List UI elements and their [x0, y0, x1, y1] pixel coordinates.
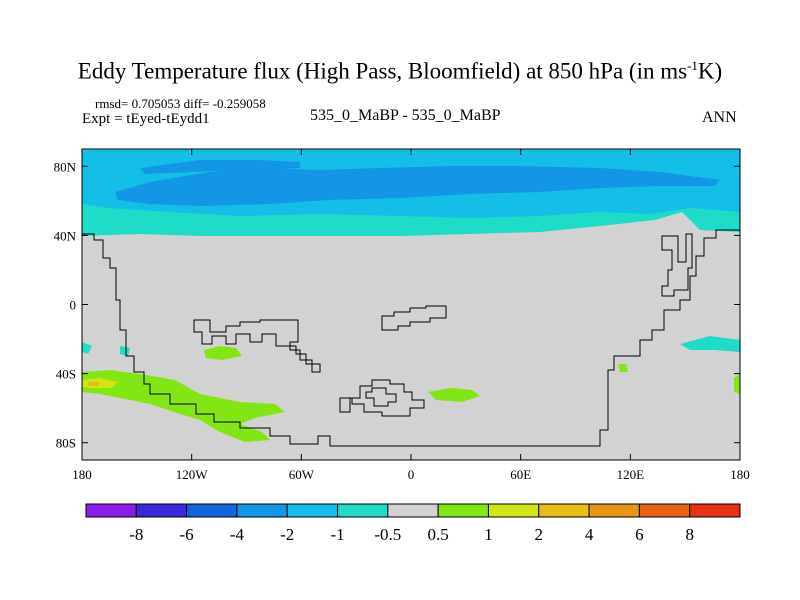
case-label: 535_0_MaBP - 535_0_MaBP: [310, 107, 501, 124]
colorbar-label: -8: [129, 525, 143, 544]
colorbar-label: 2: [535, 525, 544, 544]
lon-tick-label: 120W: [176, 467, 209, 482]
colorbar-label: -0.5: [374, 525, 401, 544]
coast-ridge-inner: [365, 387, 397, 407]
contour-patch-pos-atlantic: [428, 388, 480, 402]
lat-tick-label: 80N: [54, 159, 77, 174]
colorbar-swatch: [85, 503, 137, 518]
colorbar-swatch: [135, 503, 188, 518]
coast-ridge-south: [339, 379, 425, 417]
contour-patch-neg-west1: [82, 342, 92, 354]
colorbar-swatch: [437, 503, 489, 518]
colorbar-swatch: [337, 503, 389, 518]
colorbar-swatch: [286, 503, 339, 518]
contour-patch-neg-east: [680, 336, 740, 352]
lon-tick-label: 120E: [617, 467, 645, 482]
colorbar-swatch: [236, 503, 288, 518]
contour-band-neg-2: [115, 166, 720, 206]
map-plot-area: [82, 149, 740, 460]
colorbar-swatch: [186, 503, 238, 518]
coast-island-south-atlantic: [381, 305, 447, 331]
lon-tick-label: 0: [408, 467, 415, 482]
coast-nz: [661, 233, 693, 297]
contour-patch-pos-sw-orange: [88, 382, 100, 386]
coast-americas: [82, 229, 740, 447]
colorbar-swatch: [387, 503, 439, 518]
lat-tick-label: 40N: [54, 228, 77, 243]
contour-band-neg-2b: [140, 160, 300, 174]
colorbar-swatch: [538, 503, 590, 518]
colorbar-label: -1: [330, 525, 344, 544]
colorbar-swatch: [588, 503, 640, 518]
contour-patch-pos-sw: [82, 370, 285, 442]
contour-patch-pos-east: [734, 374, 740, 394]
colorbar-label: 0.5: [428, 525, 449, 544]
colorbar-swatch: [689, 503, 741, 518]
rmsd-diff-label: rmsd= 0.705053 diff= -0.259058: [95, 96, 266, 111]
colorbar: -8 -6 -4 -2 -1 -0.5 0.5 1 2 4 6 8: [85, 503, 741, 544]
colorbar-label: -2: [280, 525, 294, 544]
colorbar-label: 1: [484, 525, 493, 544]
lat-tick-label: 40S: [56, 367, 76, 382]
colorbar-label: 4: [585, 525, 594, 544]
colorbar-label: -6: [180, 525, 194, 544]
contour-patch-pos-mid: [204, 346, 242, 360]
season-label: ANN: [702, 109, 737, 126]
experiment-label: Expt = tEyed-tEydd1: [82, 111, 210, 127]
coast-antarctic-rise: [193, 319, 321, 373]
contour-patch-neg-west2: [120, 346, 130, 356]
plot-title: Eddy Temperature flux (High Pass, Bloomf…: [77, 58, 723, 84]
lon-tick-label: 180: [730, 467, 750, 482]
contour-patch-pos-indian: [618, 364, 628, 372]
colorbar-swatch: [638, 503, 691, 518]
lat-tick-label: 0: [70, 298, 77, 313]
lon-tick-label: 60E: [510, 467, 531, 482]
colorbar-label: 8: [685, 525, 694, 544]
lon-tick-label: 180: [72, 467, 92, 482]
lon-tick-label: 60W: [289, 467, 315, 482]
lat-tick-label: 80S: [56, 436, 76, 451]
longitude-axis: 180 120W 60W 0 60E 120E 180: [72, 149, 750, 482]
coastlines: [82, 229, 740, 447]
latitude-axis: 80N 40N 0 40S 80S: [54, 159, 740, 451]
colorbar-label: 6: [635, 525, 644, 544]
colorbar-swatch: [487, 503, 540, 518]
colorbar-label: -4: [230, 525, 245, 544]
